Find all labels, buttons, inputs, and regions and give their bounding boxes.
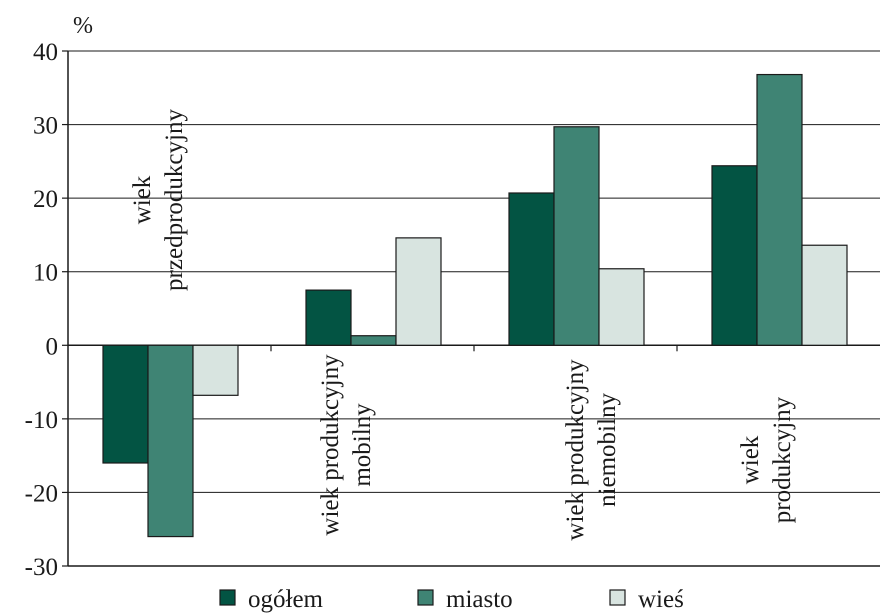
category-label-line: wiek produkcyjny [562,359,589,541]
category-label-1: wiek produkcyjny mobilny [317,354,376,536]
bar-ogółem-2 [508,192,555,346]
bar-miasto-0 [147,344,194,538]
y-tick-label: -30 [25,554,58,581]
legend-label: wieś [638,586,684,613]
legend-item-ogółem: ogółem [219,586,324,613]
category-label-3: wiek produkcyjny [737,396,796,523]
category-label-2: wiek produkcyjny niemobilny [562,359,621,541]
bar-wieś-1 [395,237,442,346]
legend-swatch [417,589,434,606]
y-tick-label: 30 [33,113,58,140]
bar-ogółem-3 [711,165,758,346]
category-label-line: produkcyjny [769,396,796,523]
legend-swatch [609,589,626,606]
bar-miasto-2 [553,126,600,346]
y-tick-label: -10 [25,407,58,434]
y-tick-label: -20 [25,480,58,507]
legend-label: ogółem [248,586,324,613]
y-tick-label: 0 [46,333,59,360]
category-label-line: wiek produkcyjny [317,354,344,536]
legend-label: miasto [446,586,513,613]
legend-item-miasto: miasto [417,586,513,613]
y-tick-label: 10 [33,260,58,287]
bar-ogółem-1 [305,289,352,346]
bar-ogółem-0 [102,344,149,464]
category-label-line: niemobilny [594,393,621,507]
y-unit-label: % [73,13,93,39]
category-label-line: przedprodukcyjny [161,109,188,291]
legend: ogółem miasto wieś [219,586,684,613]
legend-swatch [219,589,236,606]
bars [102,73,848,538]
axes: 40 30 20 10 0 -10 -20 -30% [25,13,880,581]
bar-miasto-3 [756,73,803,346]
bar-wieś-2 [598,268,645,346]
category-label-line: wiek [129,175,156,224]
y-tick-label: 40 [33,39,58,66]
bar-miasto-1 [350,335,397,346]
category-label-0: wiek przedprodukcyjny [129,109,188,291]
y-tick-label: 20 [33,186,58,213]
legend-item-wieś: wieś [609,586,684,613]
category-label-line: mobilny [349,403,376,487]
bar-wieś-3 [801,244,848,346]
bar-wieś-0 [192,344,239,396]
category-label-line: wiek [737,435,764,484]
